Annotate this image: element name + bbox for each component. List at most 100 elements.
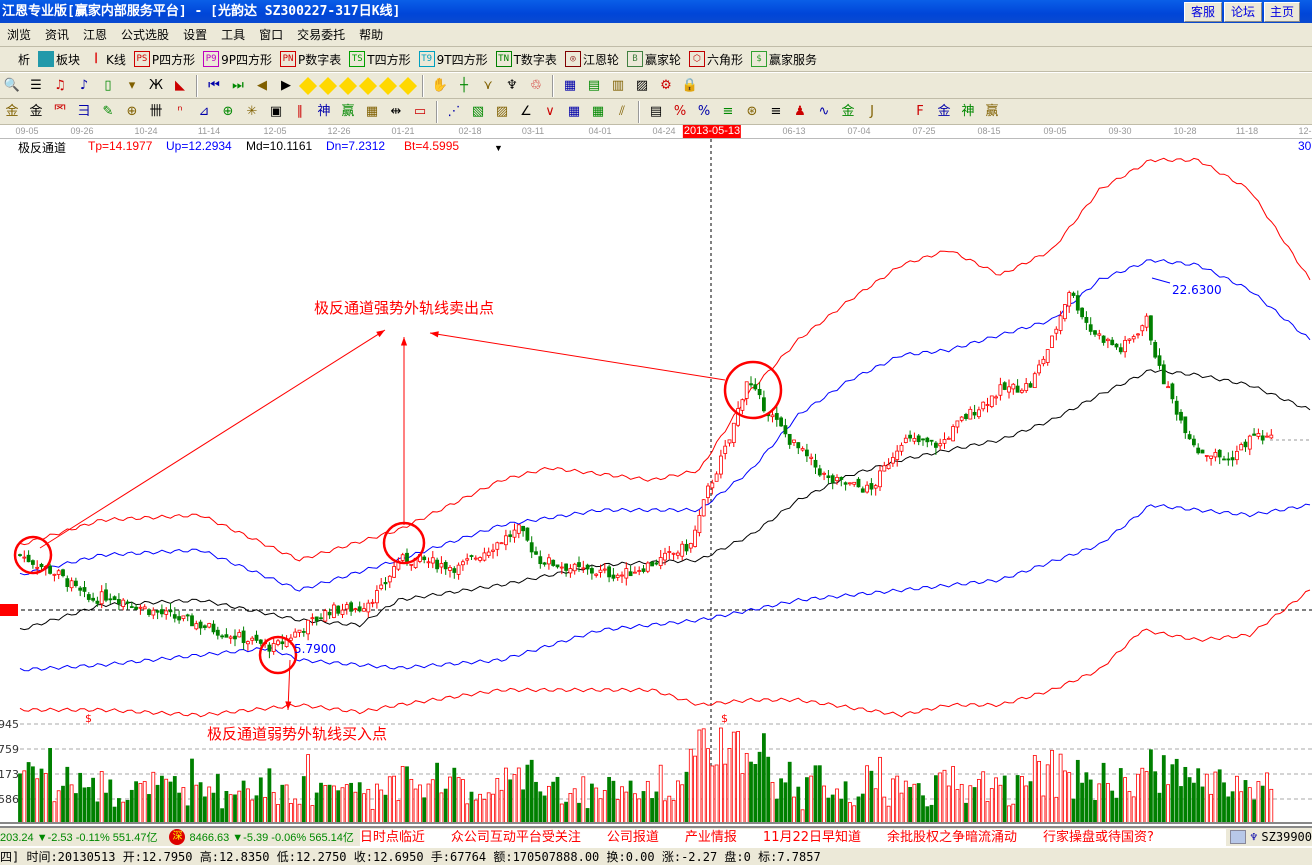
rocket-icon[interactable]: ✎ — [102, 103, 114, 119]
menu-trading[interactable]: 交易委托 — [297, 28, 346, 42]
forum-button[interactable]: 论坛 — [1224, 2, 1262, 22]
chain-icon[interactable]: ♲ — [530, 77, 542, 93]
toolbar-pn-button[interactable]: PN P数字表 — [280, 51, 341, 68]
ying-icon[interactable]: 赢 — [341, 103, 355, 119]
slash-icon[interactable]: ⫽ — [619, 103, 625, 119]
news-headline[interactable]: 众公司互动平台受关注 — [450, 829, 581, 845]
news-headline[interactable]: 产业情报 — [684, 829, 737, 845]
grid-lines-icon[interactable]: 卌 — [149, 103, 163, 119]
toolbar-ticker-button[interactable]: 析 — [0, 51, 30, 68]
gold-lines-icon[interactable]: ≡ — [770, 103, 782, 119]
grid-icon[interactable]: ▦ — [567, 103, 581, 119]
menu-browse[interactable]: 浏览 — [7, 28, 32, 42]
news-headline[interactable]: 行家操盘或待国资? — [1043, 829, 1154, 845]
measure-icon[interactable]: ⇹ — [390, 103, 402, 119]
calendar-icon[interactable]: ▦ — [563, 77, 577, 93]
menu-gann[interactable]: 江恩 — [83, 28, 108, 42]
toolbar-ts-button[interactable]: TS T四方形 — [349, 51, 411, 68]
spiral-icon[interactable]: 彐 — [77, 103, 91, 119]
toolbar-t9-button[interactable]: T9 9T四方形 — [418, 51, 488, 68]
fan-lines-icon[interactable]: ⋰ — [447, 103, 461, 119]
wave-icon[interactable]: ∿ — [818, 103, 830, 119]
expand-icon[interactable] — [338, 76, 358, 95]
scroll-button[interactable] — [1230, 830, 1247, 844]
gann-gold-icon[interactable]: 金 — [5, 103, 19, 119]
fan-icon[interactable]: 罓 — [53, 103, 67, 119]
gann-gold2-icon[interactable]: 金 — [29, 103, 43, 119]
j-lines-icon[interactable]: J — [870, 103, 874, 119]
n-squared-icon[interactable]: ⁿ — [177, 103, 183, 119]
news-scroller[interactable]: 日时点临近 众公司互动平台受关注 公司报道 产业情报 11月22日早知道 余批股权之争暗流… — [359, 828, 1227, 846]
ruler-icon[interactable]: ▤ — [649, 103, 663, 119]
dropdown-icon[interactable]: ▾ — [128, 77, 136, 93]
menu-formula-screener[interactable]: 公式选股 — [121, 28, 170, 42]
count-icon[interactable]: ▦ — [365, 103, 379, 119]
indicator-icon[interactable]: Ж — [148, 77, 163, 93]
square-diag-icon[interactable]: ▧ — [471, 103, 485, 119]
menu-settings[interactable]: 设置 — [183, 28, 208, 42]
menu-window[interactable]: 窗口 — [259, 28, 284, 42]
shen-fan-icon[interactable]: 金 — [937, 103, 951, 119]
star-icon[interactable]: ✳ — [246, 103, 258, 119]
target-icon[interactable]: ⊕ — [222, 103, 234, 119]
square-icon[interactable]: ▣ — [269, 103, 283, 119]
customer-service-button[interactable]: 客服 — [1184, 2, 1222, 22]
news-headline[interactable]: 11月22日早知道 — [762, 829, 862, 845]
menu-info[interactable]: 资讯 — [45, 28, 70, 42]
percent-icon[interactable]: % — [697, 103, 711, 119]
hand-icon[interactable]: ✋ — [431, 77, 449, 93]
percent-fan-icon[interactable]: % — [673, 103, 687, 119]
move-right-icon[interactable] — [318, 76, 338, 95]
news-headline[interactable]: 公司报道 — [606, 829, 659, 845]
dropdown-arrow-icon[interactable]: ▼ — [494, 143, 503, 153]
toolbar-dollar-button[interactable]: $ 赢家服务 — [750, 51, 817, 68]
volume-profile-icon[interactable]: ◣ — [175, 77, 185, 93]
box-icon[interactable]: ▭ — [413, 103, 427, 119]
toolbar-gann-wheel-button[interactable]: ◎ 江恩轮 — [564, 51, 619, 68]
toolbar-winner-wheel-button[interactable]: B 赢家轮 — [626, 51, 681, 68]
gold-bar-icon[interactable]: 金 — [841, 103, 855, 119]
report-icon[interactable]: ▥ — [611, 77, 625, 93]
percent-lines-icon[interactable]: ≡ — [722, 103, 734, 119]
zoom-out-icon[interactable] — [398, 76, 418, 95]
notes-icon[interactable]: ☰ — [30, 77, 42, 93]
bar-type-icon[interactable]: ▯ — [104, 77, 112, 93]
menu-help[interactable]: 帮助 — [359, 28, 384, 42]
menu-tools[interactable]: 工具 — [221, 28, 246, 42]
ying-fan-icon[interactable]: 神 — [961, 103, 975, 119]
period9-icon[interactable]: ♪ — [79, 77, 89, 93]
crosshair-icon[interactable]: ┼ — [460, 77, 468, 93]
save-icon[interactable]: ▨ — [635, 77, 649, 93]
lock-icon[interactable]: 🔒 — [681, 77, 699, 93]
zoom-in-icon[interactable] — [378, 76, 398, 95]
parallel-icon[interactable]: ∥ — [296, 103, 304, 119]
shrink-icon[interactable] — [358, 76, 378, 95]
grid2-icon[interactable]: ▦ — [591, 103, 605, 119]
calculator-icon[interactable]: ▤ — [587, 77, 601, 93]
toolbar-ps-button[interactable]: PS P四方形 — [133, 51, 195, 68]
move-left-icon[interactable] — [298, 76, 318, 95]
homepage-button[interactable]: 主页 — [1264, 2, 1300, 22]
toolbar-candlestick-button[interactable]: ┃ K线 — [88, 51, 126, 68]
first-icon[interactable]: ⏮ — [208, 77, 220, 93]
news-headline[interactable]: 日时点临近 — [359, 829, 425, 845]
period3-icon[interactable]: ♫ — [54, 77, 66, 93]
line-tool-icon[interactable]: ⋎ — [483, 77, 493, 93]
gold-fan-icon[interactable]: F — [916, 103, 924, 119]
cycle-icon[interactable]: ⊕ — [126, 103, 138, 119]
last-icon[interactable]: ⏭ — [232, 77, 244, 93]
next-icon[interactable]: ▶ — [281, 77, 291, 93]
network-icon[interactable]: ⚙ — [660, 77, 672, 93]
shen-icon[interactable]: 神 — [317, 103, 331, 119]
zigzag-icon[interactable]: ∨ — [545, 103, 555, 119]
toolbar-tn-button[interactable]: TN T数字表 — [495, 51, 557, 68]
news-headline[interactable]: 余批股权之争暗流涌动 — [887, 829, 1018, 845]
f-lines-icon[interactable] — [886, 102, 906, 122]
toolbar-p9-button[interactable]: P9 9P四方形 — [203, 51, 272, 68]
pattern-icon[interactable]: ♆ — [506, 77, 518, 93]
square-diag2-icon[interactable]: ▨ — [495, 103, 509, 119]
toolbar-sector-blocks-button[interactable]: 板块 — [38, 51, 80, 68]
toolbar-hexagon-button[interactable]: ⬡ 六角形 — [688, 51, 743, 68]
four-fan-icon[interactable]: 赢 — [985, 103, 999, 119]
